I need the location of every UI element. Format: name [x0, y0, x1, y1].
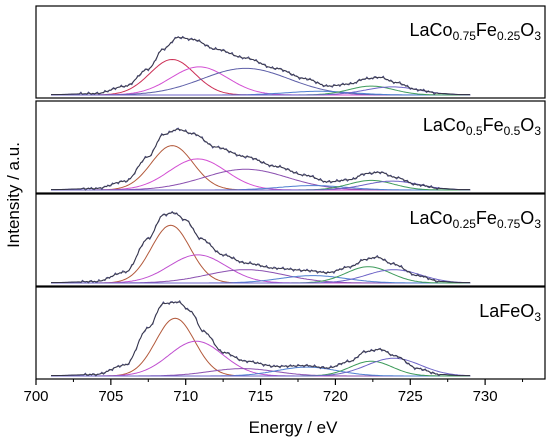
- component-peak-6: [51, 180, 471, 191]
- fit-envelope: [51, 128, 471, 190]
- component-peak-6: [51, 269, 471, 284]
- sample-label: LaCo0.75Fe0.25O3: [410, 20, 542, 43]
- x-tick-label: 715: [248, 388, 273, 405]
- component-peak-3: [51, 67, 471, 96]
- fit-envelope: [51, 36, 471, 95]
- x-tick-label: 720: [323, 388, 348, 405]
- component-peak-2: [51, 254, 471, 284]
- x-axis-label: Energy / eV: [249, 418, 338, 437]
- y-axis-label: Intensity / a.u.: [4, 142, 23, 248]
- measured-spectrum: [51, 35, 471, 96]
- panel-frame: [35, 100, 546, 194]
- fit-envelope: [51, 212, 471, 283]
- panel-2: LaCo0.5Fe0.5O3: [35, 100, 546, 194]
- panel-frame: [35, 5, 546, 99]
- component-peak-6: [51, 86, 471, 96]
- sample-label: LaFeO3: [479, 301, 541, 324]
- panel-4: LaFeO3: [35, 286, 546, 380]
- fit-envelope: [51, 301, 471, 376]
- component-peak-6: [51, 357, 471, 377]
- chart-panels: LaCo0.75Fe0.25O3 LaCo0.5Fe0.5O3 LaCo0.25Fe…: [35, 5, 546, 380]
- panel-frame: [35, 286, 546, 380]
- x-tick-label: 700: [23, 388, 48, 405]
- x-tick-label: 730: [473, 388, 498, 405]
- measured-spectrum: [51, 300, 471, 377]
- component-peak-2: [51, 158, 471, 191]
- component-peak-2: [51, 66, 471, 96]
- panel-1: LaCo0.75Fe0.25O3: [35, 5, 546, 99]
- panel-frame: [35, 193, 546, 287]
- sample-label: LaCo0.5Fe0.5O3: [423, 115, 541, 138]
- x-tick-label: 725: [398, 388, 423, 405]
- x-tick-label: 710: [173, 388, 198, 405]
- sample-label: LaCo0.25Fe0.75O3: [410, 208, 542, 231]
- x-axis: 700 705 710 715 720 725 730: [23, 379, 524, 405]
- component-peak-1: [51, 58, 471, 96]
- panel-3: LaCo0.25Fe0.75O3: [35, 193, 546, 287]
- measured-spectrum: [51, 127, 471, 191]
- component-peak-2: [51, 340, 471, 377]
- measured-spectrum: [51, 210, 471, 284]
- x-tick-label: 705: [98, 388, 123, 405]
